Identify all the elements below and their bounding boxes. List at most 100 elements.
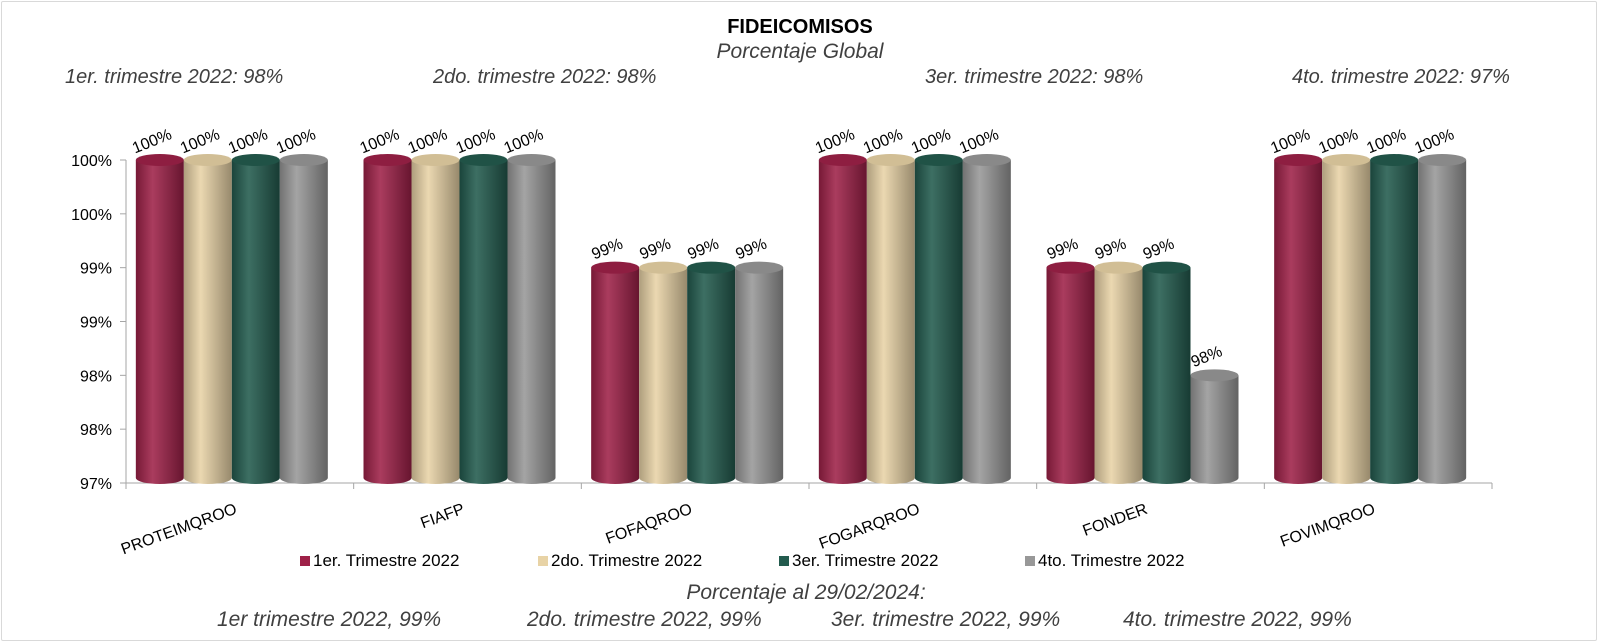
bar-body	[1274, 160, 1323, 485]
quarter-note-2: 2do. trimestre 2022: 98%	[432, 66, 656, 88]
bar-body	[1322, 160, 1371, 485]
data-label: 100%	[502, 126, 546, 157]
legend-swatch-2	[538, 556, 548, 566]
x-axis	[125, 482, 1493, 489]
y-tick-label: 98%	[80, 368, 112, 385]
bar-cap	[962, 154, 1011, 166]
bar	[1370, 154, 1419, 485]
bar	[818, 154, 867, 485]
bar-cap	[1142, 261, 1191, 274]
bar-series	[135, 154, 1467, 485]
bar	[914, 154, 963, 485]
footnote-item-3: 3er. trimestre 2022, 99%	[831, 608, 1060, 631]
data-label: 100%	[1364, 126, 1408, 157]
category-label: FOFAQROO	[604, 501, 695, 548]
bar-body	[914, 160, 963, 485]
bar-body	[1046, 267, 1095, 485]
bar-body	[459, 160, 508, 485]
bar-body	[1094, 267, 1143, 485]
data-label: 98%	[1189, 343, 1225, 371]
legend-label-1: 1er. Trimestre 2022	[313, 551, 459, 570]
legend-label-2: 2do. Trimestre 2022	[551, 551, 702, 570]
bar-cap	[1046, 261, 1095, 274]
data-label: 99%	[589, 236, 625, 264]
data-label: 100%	[861, 126, 905, 157]
bar	[1322, 154, 1371, 485]
bar-cap	[135, 154, 184, 166]
bar-cap	[1370, 154, 1419, 166]
bar-body	[1142, 267, 1191, 485]
footnote-item-1: 1er trimestre 2022, 99%	[217, 608, 441, 631]
bar-body	[363, 160, 412, 485]
y-tick-label: 100%	[71, 153, 112, 170]
bar	[1046, 261, 1095, 485]
legend-swatch-3	[779, 556, 789, 566]
bar-cap	[1190, 369, 1239, 382]
bar	[1190, 369, 1239, 485]
bar	[1094, 261, 1143, 485]
bar-body	[639, 267, 688, 485]
bar	[1418, 154, 1467, 485]
data-label: 99%	[1141, 236, 1177, 264]
data-label: 100%	[178, 126, 222, 157]
y-tick-label: 100%	[71, 207, 112, 224]
bar-cap	[411, 154, 460, 166]
bar-body	[1418, 160, 1467, 485]
chart-title: FIDEICOMISOS	[727, 16, 873, 38]
footnote-item-4: 4to. trimestre 2022, 99%	[1123, 608, 1352, 631]
footnote-title: Porcentaje al 29/02/2024:	[686, 581, 925, 604]
bar	[962, 154, 1011, 485]
legend-label-4: 4to. Trimestre 2022	[1038, 551, 1184, 570]
legend-swatch-1	[300, 556, 310, 566]
category-label: FOGARQROO	[817, 501, 922, 553]
bar-body	[507, 160, 556, 485]
data-label: 99%	[733, 236, 769, 264]
y-tick-label: 97%	[80, 476, 112, 493]
bar-body	[962, 160, 1011, 485]
category-labels: PROTEIMQROO FIAFP FOFAQROO FOGARQROO FONDER F…	[119, 501, 1378, 559]
data-label: 100%	[130, 126, 174, 157]
bar	[135, 154, 184, 485]
data-label: 100%	[1268, 126, 1312, 157]
legend: 1er. Trimestre 2022 2do. Trimestre 2022 …	[300, 551, 1184, 570]
bar-body	[279, 160, 328, 485]
data-label: 100%	[358, 126, 402, 157]
quarter-note-1: 1er. trimestre 2022: 98%	[65, 66, 283, 88]
y-axis: 100% 100% 99% 99% 98% 98% 97%	[71, 153, 127, 493]
data-label: 100%	[813, 126, 857, 157]
bar	[866, 154, 915, 485]
y-tick-label: 98%	[80, 422, 112, 439]
bar-body	[818, 160, 867, 485]
bar-body	[687, 267, 736, 485]
bar-body	[735, 267, 784, 485]
bar-cap	[866, 154, 915, 166]
data-label: 99%	[685, 236, 721, 264]
data-label: 100%	[406, 126, 450, 157]
y-tick-label: 99%	[80, 261, 112, 278]
data-label: 100%	[909, 126, 953, 157]
y-tick-label: 99%	[80, 315, 112, 332]
bar-body	[1190, 375, 1239, 485]
legend-label-3: 3er. Trimestre 2022	[792, 551, 938, 570]
bar	[279, 154, 328, 485]
bar	[735, 261, 784, 485]
bar	[639, 261, 688, 485]
bar-cap	[735, 261, 784, 274]
bar	[687, 261, 736, 485]
bar-cap	[183, 154, 232, 166]
bar-cap	[818, 154, 867, 166]
bar-cap	[459, 154, 508, 166]
bar	[363, 154, 412, 485]
bar	[1274, 154, 1323, 485]
bar	[1142, 261, 1191, 485]
bar-cap	[639, 261, 688, 274]
bar-body	[135, 160, 184, 485]
bar-cap	[914, 154, 963, 166]
category-label: FOVIMQROO	[1278, 501, 1377, 551]
bar-cap	[1418, 154, 1467, 166]
data-label: 100%	[454, 126, 498, 157]
quarter-note-4: 4to. trimestre 2022: 97%	[1292, 66, 1510, 88]
bar-body	[231, 160, 280, 484]
